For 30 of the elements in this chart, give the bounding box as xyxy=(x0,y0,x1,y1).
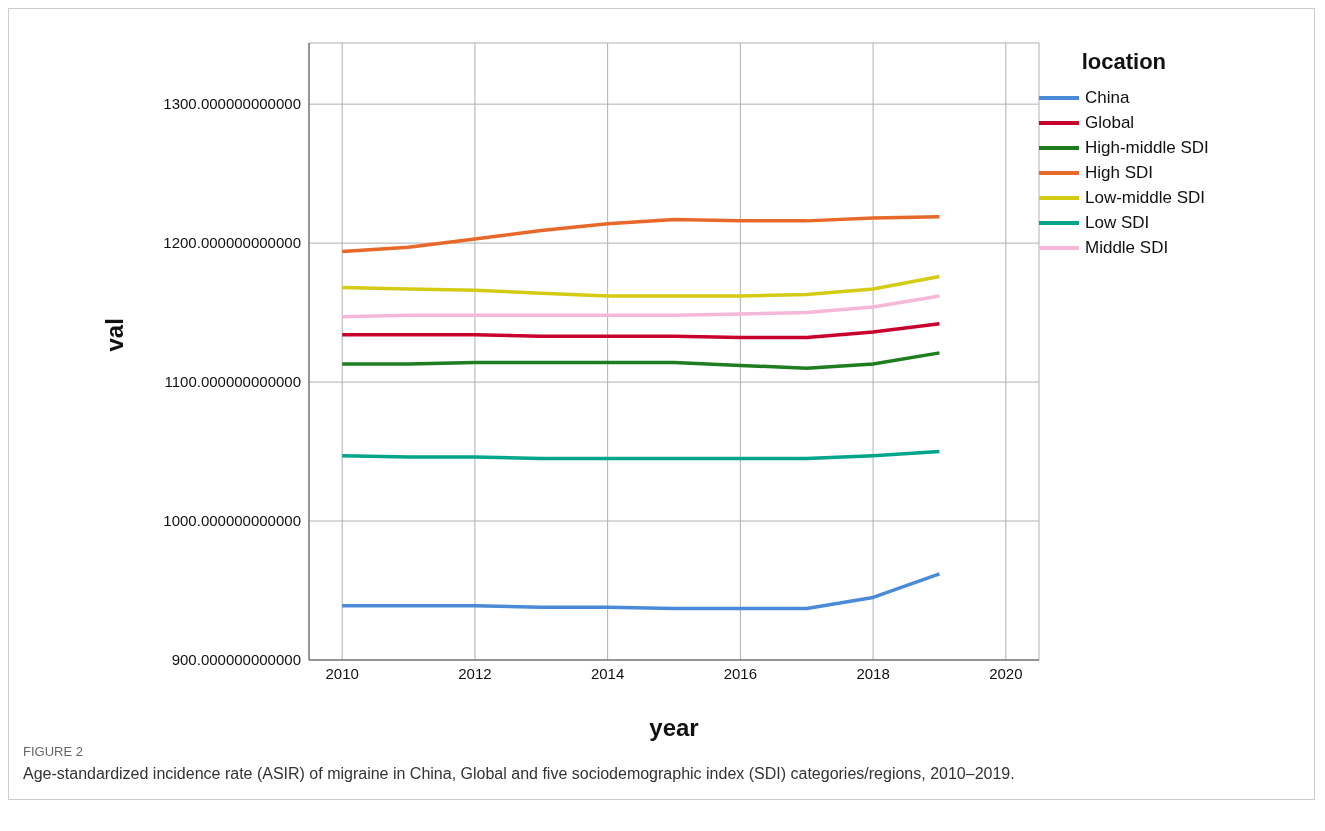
x-tick-label: 2020 xyxy=(989,664,1023,682)
legend-title: location xyxy=(1080,49,1168,75)
x-tick-label: 2012 xyxy=(458,664,492,682)
x-tick-label: 2018 xyxy=(856,664,890,682)
legend-label: Low-middle SDI xyxy=(1085,187,1205,208)
legend-label: Global xyxy=(1085,112,1135,133)
x-tick-label: 2010 xyxy=(325,664,359,682)
legend-label: High-middle SDI xyxy=(1085,137,1209,158)
y-tick-label: 900.000000000000 xyxy=(171,651,301,669)
y-tick-label: 1100.000000000000 xyxy=(164,373,301,391)
legend-label: Low SDI xyxy=(1085,212,1150,233)
legend-label: High SDI xyxy=(1085,162,1154,183)
line-series xyxy=(340,351,942,370)
line-series xyxy=(340,294,942,319)
caption: FIGURE 2 xyxy=(23,744,84,759)
x-tick-label: 2014 xyxy=(590,664,625,682)
y-tick-label: 1000.000000000000 xyxy=(163,512,301,530)
y-axis-title: val xyxy=(100,318,128,352)
line-series xyxy=(340,274,942,298)
legend-label: Middle SDI xyxy=(1085,237,1169,258)
y-tick-label: 1200.000000000000 xyxy=(163,234,301,252)
line-series xyxy=(340,572,942,611)
legend-label: China xyxy=(1085,87,1130,108)
line-series xyxy=(340,321,942,340)
line-series xyxy=(340,214,942,254)
x-axis-title: year xyxy=(649,714,699,741)
line-series xyxy=(340,449,942,461)
x-tick-label: 2016 xyxy=(723,664,758,682)
y-tick-label: 1300.000000000000 xyxy=(163,95,301,113)
text: Age-standardized incidence rate (ASIR) of migraine in China, Global and five sociodemographic index (SDI) categories/regions, 2010–2019. xyxy=(23,765,1016,783)
